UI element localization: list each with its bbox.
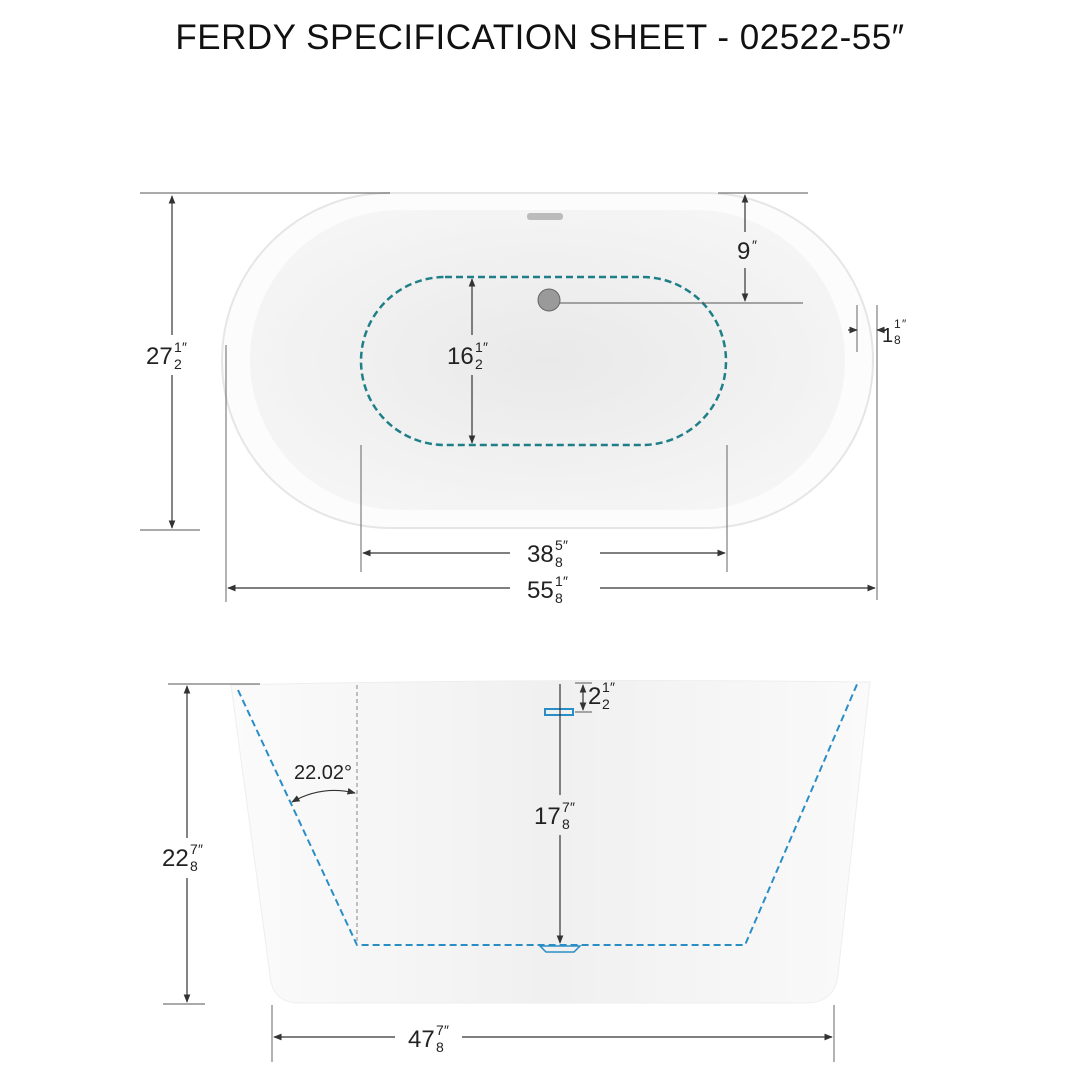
dim-water-depth: 17 7 8 ″ <box>534 799 575 832</box>
dimension-text: 1 <box>475 339 483 355</box>
wall-angle-label: 22.02° <box>294 762 352 784</box>
dim-overall-height: 22 7 8 ″ <box>162 841 203 874</box>
dimension-text: 47 <box>408 1026 435 1053</box>
dimension-text: ″ <box>563 573 568 589</box>
dimension-text: ″ <box>563 537 568 553</box>
dimension-text: 2 <box>588 683 601 710</box>
tub-body <box>230 680 871 1004</box>
dimension-text: 9 <box>737 238 750 265</box>
dimension-text: 7 <box>562 799 570 815</box>
dimension-line <box>291 787 356 803</box>
dimension-text: 1 <box>882 325 893 347</box>
dimension-text: ″ <box>902 317 907 331</box>
dimension-text: 8 <box>894 333 901 347</box>
dim-overall-length: 55 1 8 ″ <box>527 573 568 606</box>
dim-basin-length: 38 5 8 ″ <box>527 537 568 570</box>
drain-icon <box>538 945 582 953</box>
overflow-icon <box>544 708 574 716</box>
dimension-text: 38 <box>527 541 554 568</box>
overflow-icon <box>527 213 563 220</box>
dimension-text: 7 <box>190 841 198 857</box>
dimension-text: 1 <box>602 679 610 695</box>
dimension-text: ″ <box>182 339 187 355</box>
dim-overall-width: 27 1 2 ″ <box>146 339 187 372</box>
dim-basin-width: 16 1 2 ″ <box>447 339 488 372</box>
dimension-text: ″ <box>444 1022 449 1038</box>
dimension-text: 8 <box>555 554 563 570</box>
dimension-text: ″ <box>610 679 615 695</box>
dimension-text: ″ <box>752 237 757 253</box>
page-title: FERDY SPECIFICATION SHEET - 02522-55″ <box>175 18 905 57</box>
drain-icon <box>537 288 561 312</box>
inner-basin-profile <box>237 681 859 946</box>
dimension-text: 8 <box>562 816 570 832</box>
dimension-text: 2 <box>602 696 610 712</box>
dimension-text: 1 <box>555 573 563 589</box>
dimension-text: 2 <box>174 356 182 372</box>
dimension-text: 27 <box>146 343 173 370</box>
dimension-text: ″ <box>570 799 575 815</box>
dimension-text: 8 <box>436 1039 444 1055</box>
dimension-text: 17 <box>534 803 561 830</box>
dimension-text: ″ <box>483 339 488 355</box>
dim-drain-offset: 9 ″ <box>737 237 757 265</box>
dim-overflow-depth: 2 1 2 ″ <box>588 679 615 712</box>
dimension-text: 2 <box>475 356 483 372</box>
dimension-text: 55 <box>527 577 554 604</box>
top-view: 27 1 2 ″ 9 ″ 16 1 2 ″ 1 1 8 <box>140 192 907 606</box>
dimension-text: 1 <box>174 339 182 355</box>
dimension-text: ″ <box>198 841 203 857</box>
dimension-text: 7 <box>436 1022 444 1038</box>
dimension-text: 5 <box>555 537 563 553</box>
tub-interior <box>250 210 845 510</box>
side-view: 22.02° 17 7 8 ″ 2 1 2 ″ 22 7 8 <box>162 679 871 1062</box>
dimension-text: 16 <box>447 343 474 370</box>
dim-rim-thickness: 1 1 8 ″ <box>882 317 907 347</box>
dimension-text: 22 <box>162 845 189 872</box>
dim-base-length: 47 7 8 ″ <box>408 1022 449 1055</box>
dimension-text: 8 <box>190 858 198 874</box>
dimension-text: 1 <box>894 317 901 331</box>
dimension-text: 8 <box>555 590 563 606</box>
